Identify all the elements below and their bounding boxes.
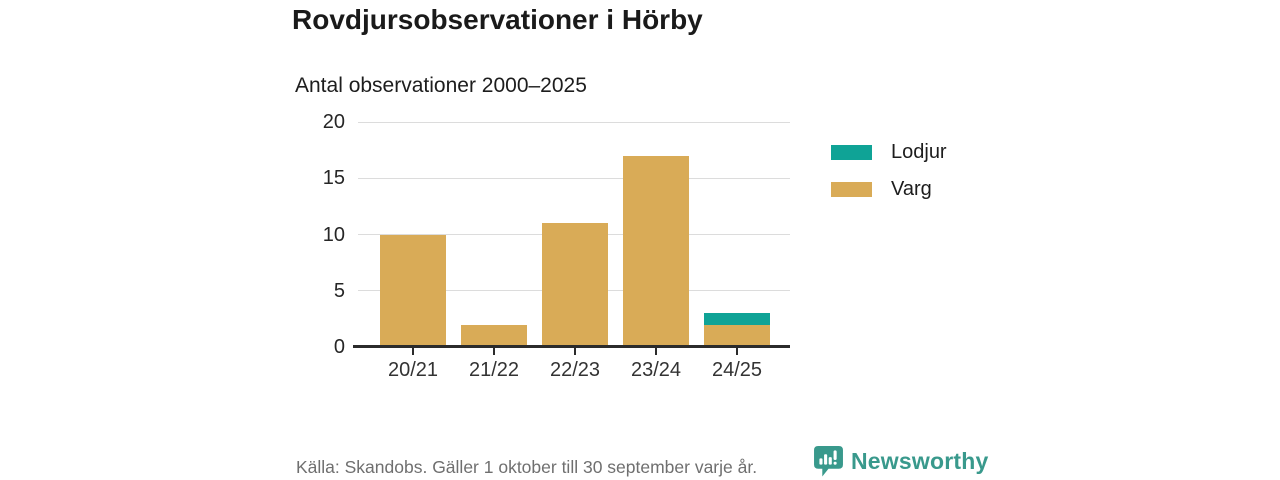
y-axis-tick-label: 0 [333,336,345,358]
bar-24-25-lodjur [704,313,770,325]
plot-area [358,121,790,347]
legend-item-lodjur: Lodjur [831,142,947,163]
x-axis-line [353,345,790,348]
x-axis-tick [412,348,414,355]
legend-item-varg: Varg [831,179,947,200]
x-axis-tick [736,348,738,355]
legend-swatch-varg [831,182,872,197]
gridline-20 [358,121,790,123]
chart-subtitle: Antal observationer 2000–2025 [295,74,587,97]
y-axis-tick-label: 10 [322,223,345,246]
bar-22-23-varg [542,223,608,347]
legend-label-varg: Varg [891,178,932,200]
x-axis-tick-label: 24/25 [711,359,763,381]
gridline-15 [358,177,790,179]
bar-20-21-varg [380,234,446,347]
source-note: Källa: Skandobs. Gäller 1 oktober till 3… [296,457,758,477]
x-axis-tick-label: 22/23 [549,359,601,381]
x-axis-tick [655,348,657,355]
bar-23-24-varg [623,155,689,347]
legend: Lodjur Varg [831,142,947,216]
y-axis-tick-label: 20 [322,111,345,133]
x-axis-tick-label: 21/22 [468,359,520,381]
y-axis-tick-label: 5 [333,279,345,302]
x-axis-tick [493,348,495,355]
legend-label-lodjur: Lodjur [891,141,947,163]
x-axis-tick-label: 20/21 [387,359,439,381]
x-axis-tick [574,348,576,355]
y-axis-tick-label: 15 [322,167,345,190]
newsworthy-brand-text: Newsworthy [851,447,989,474]
bar-24-25-varg [704,324,770,347]
newsworthy-logo[interactable]: Newsworthy [814,444,988,478]
bar-21-22-varg [461,324,527,347]
newsworthy-logo-icon [814,445,843,476]
x-axis-tick-label: 23/24 [630,359,682,381]
chart-title: Rovdjursobservationer i Hörby [292,4,703,35]
legend-swatch-lodjur [831,145,872,160]
